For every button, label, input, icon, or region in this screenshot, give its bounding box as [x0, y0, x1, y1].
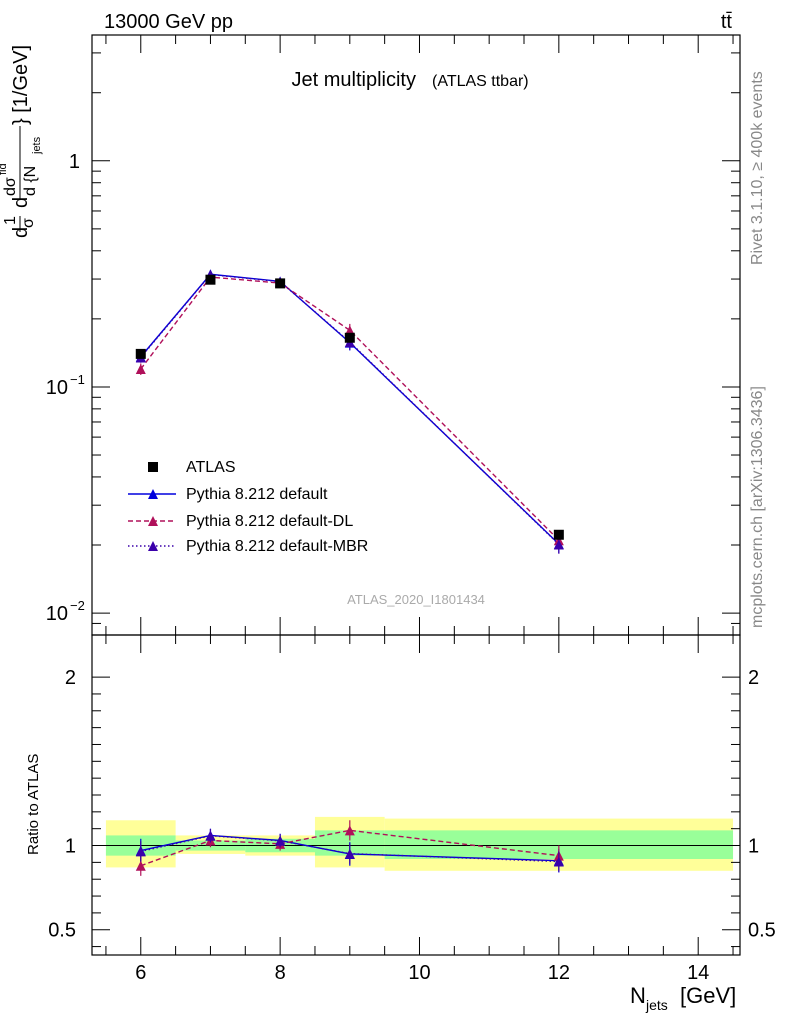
source-label: mcplots.cern.ch [arXiv:1306.3436] — [749, 386, 766, 628]
legend-marker-dl — [148, 516, 158, 526]
analysis-id: ATLAS_2020_I1801434 — [347, 592, 485, 607]
main-ylabel: d 1 σ d dσ fid d {N jets } [1/GeV] — [0, 45, 43, 238]
header-left: 13000 GeV pp — [104, 11, 233, 33]
series-line-2 — [140, 273, 560, 546]
legend-label-dl: Pythia 8.212 default-DL — [186, 513, 353, 530]
ratio-point — [135, 860, 146, 871]
ratio-y-tick-label-right: 2 — [748, 667, 759, 689]
data-point — [135, 364, 146, 375]
legend-label-default: Pythia 8.212 default — [186, 486, 328, 503]
ratio-point — [135, 846, 146, 857]
x-tick-label: 14 — [687, 962, 709, 984]
x-tick-label: 8 — [275, 962, 286, 984]
atlas-point — [205, 274, 216, 285]
series-line-0 — [140, 273, 560, 545]
ratio-y-tick-label-right: 1 — [748, 836, 759, 858]
atlas-point — [135, 348, 146, 359]
chart-subtitle: (ATLAS ttbar) — [432, 73, 529, 90]
svg-text:σ: σ — [20, 218, 37, 228]
ratio-y-tick-label: 2 — [65, 667, 76, 689]
svg-text:d: d — [10, 227, 32, 238]
ratio-y-tick-label: 0.5 — [48, 920, 76, 942]
y-tick-label-exponent: −1 — [70, 372, 85, 387]
y-tick-label: 10 — [46, 603, 68, 625]
ratio-y-tick-label-right: 0.5 — [748, 920, 776, 942]
svg-text:1: 1 — [2, 216, 19, 225]
svg-text:jets: jets — [645, 997, 668, 1013]
ratio-ylabel: Ratio to ATLAS — [25, 754, 42, 855]
legend: ATLAS Pythia 8.212 default Pythia 8.212 … — [128, 459, 368, 555]
svg-text:} [1/GeV]: } [1/GeV] — [10, 45, 32, 125]
legend-marker-atlas — [148, 462, 158, 472]
ratio-frame — [91, 634, 741, 956]
rivet-label: Rivet 3.1.10, ≥ 400k events — [749, 71, 766, 265]
legend-label-mbr: Pythia 8.212 default-MBR — [186, 538, 368, 555]
x-tick-label: 6 — [135, 962, 146, 984]
ratio-point — [344, 825, 355, 836]
ratio-line-1 — [140, 829, 559, 867]
main-panel: Jet multiplicity (ATLAS ttbar) ATLAS_202… — [0, 34, 741, 636]
x-tick-label: 12 — [548, 962, 570, 984]
legend-marker-mbr — [148, 541, 158, 551]
atlas-point — [344, 332, 355, 343]
svg-text:dσ: dσ — [2, 177, 19, 196]
atlas-point — [275, 278, 286, 289]
atlas-point — [553, 529, 564, 540]
chart-title: Jet multiplicity — [292, 69, 416, 91]
header-right: tt̄ — [721, 11, 733, 33]
legend-label-atlas: ATLAS — [186, 459, 236, 476]
ratio-point — [553, 856, 564, 867]
svg-text:d: d — [10, 197, 32, 208]
svg-text:N: N — [630, 983, 646, 1008]
y-tick-label: 10 — [46, 377, 68, 399]
svg-text:d {N: d {N — [22, 166, 39, 196]
svg-text:fid: fid — [0, 163, 9, 175]
legend-marker-default — [148, 489, 158, 499]
svg-text:[GeV]: [GeV] — [680, 983, 736, 1008]
ratio-point — [275, 835, 286, 846]
y-tick-label-exponent: −2 — [70, 598, 85, 613]
ratio-point — [205, 830, 216, 841]
ratio-y-tick-label: 1 — [65, 836, 76, 858]
x-axis-label: N jets [GeV] — [630, 983, 736, 1013]
ratio-point — [344, 848, 355, 859]
ratio-panel: 0.5 0.51 12 26 8 10 12 14 Ratio to ATLAS — [25, 634, 776, 984]
svg-text:jets: jets — [31, 136, 43, 155]
x-tick-label: 10 — [408, 962, 430, 984]
y-tick-label: 1 — [69, 151, 80, 173]
data-point — [553, 539, 564, 550]
